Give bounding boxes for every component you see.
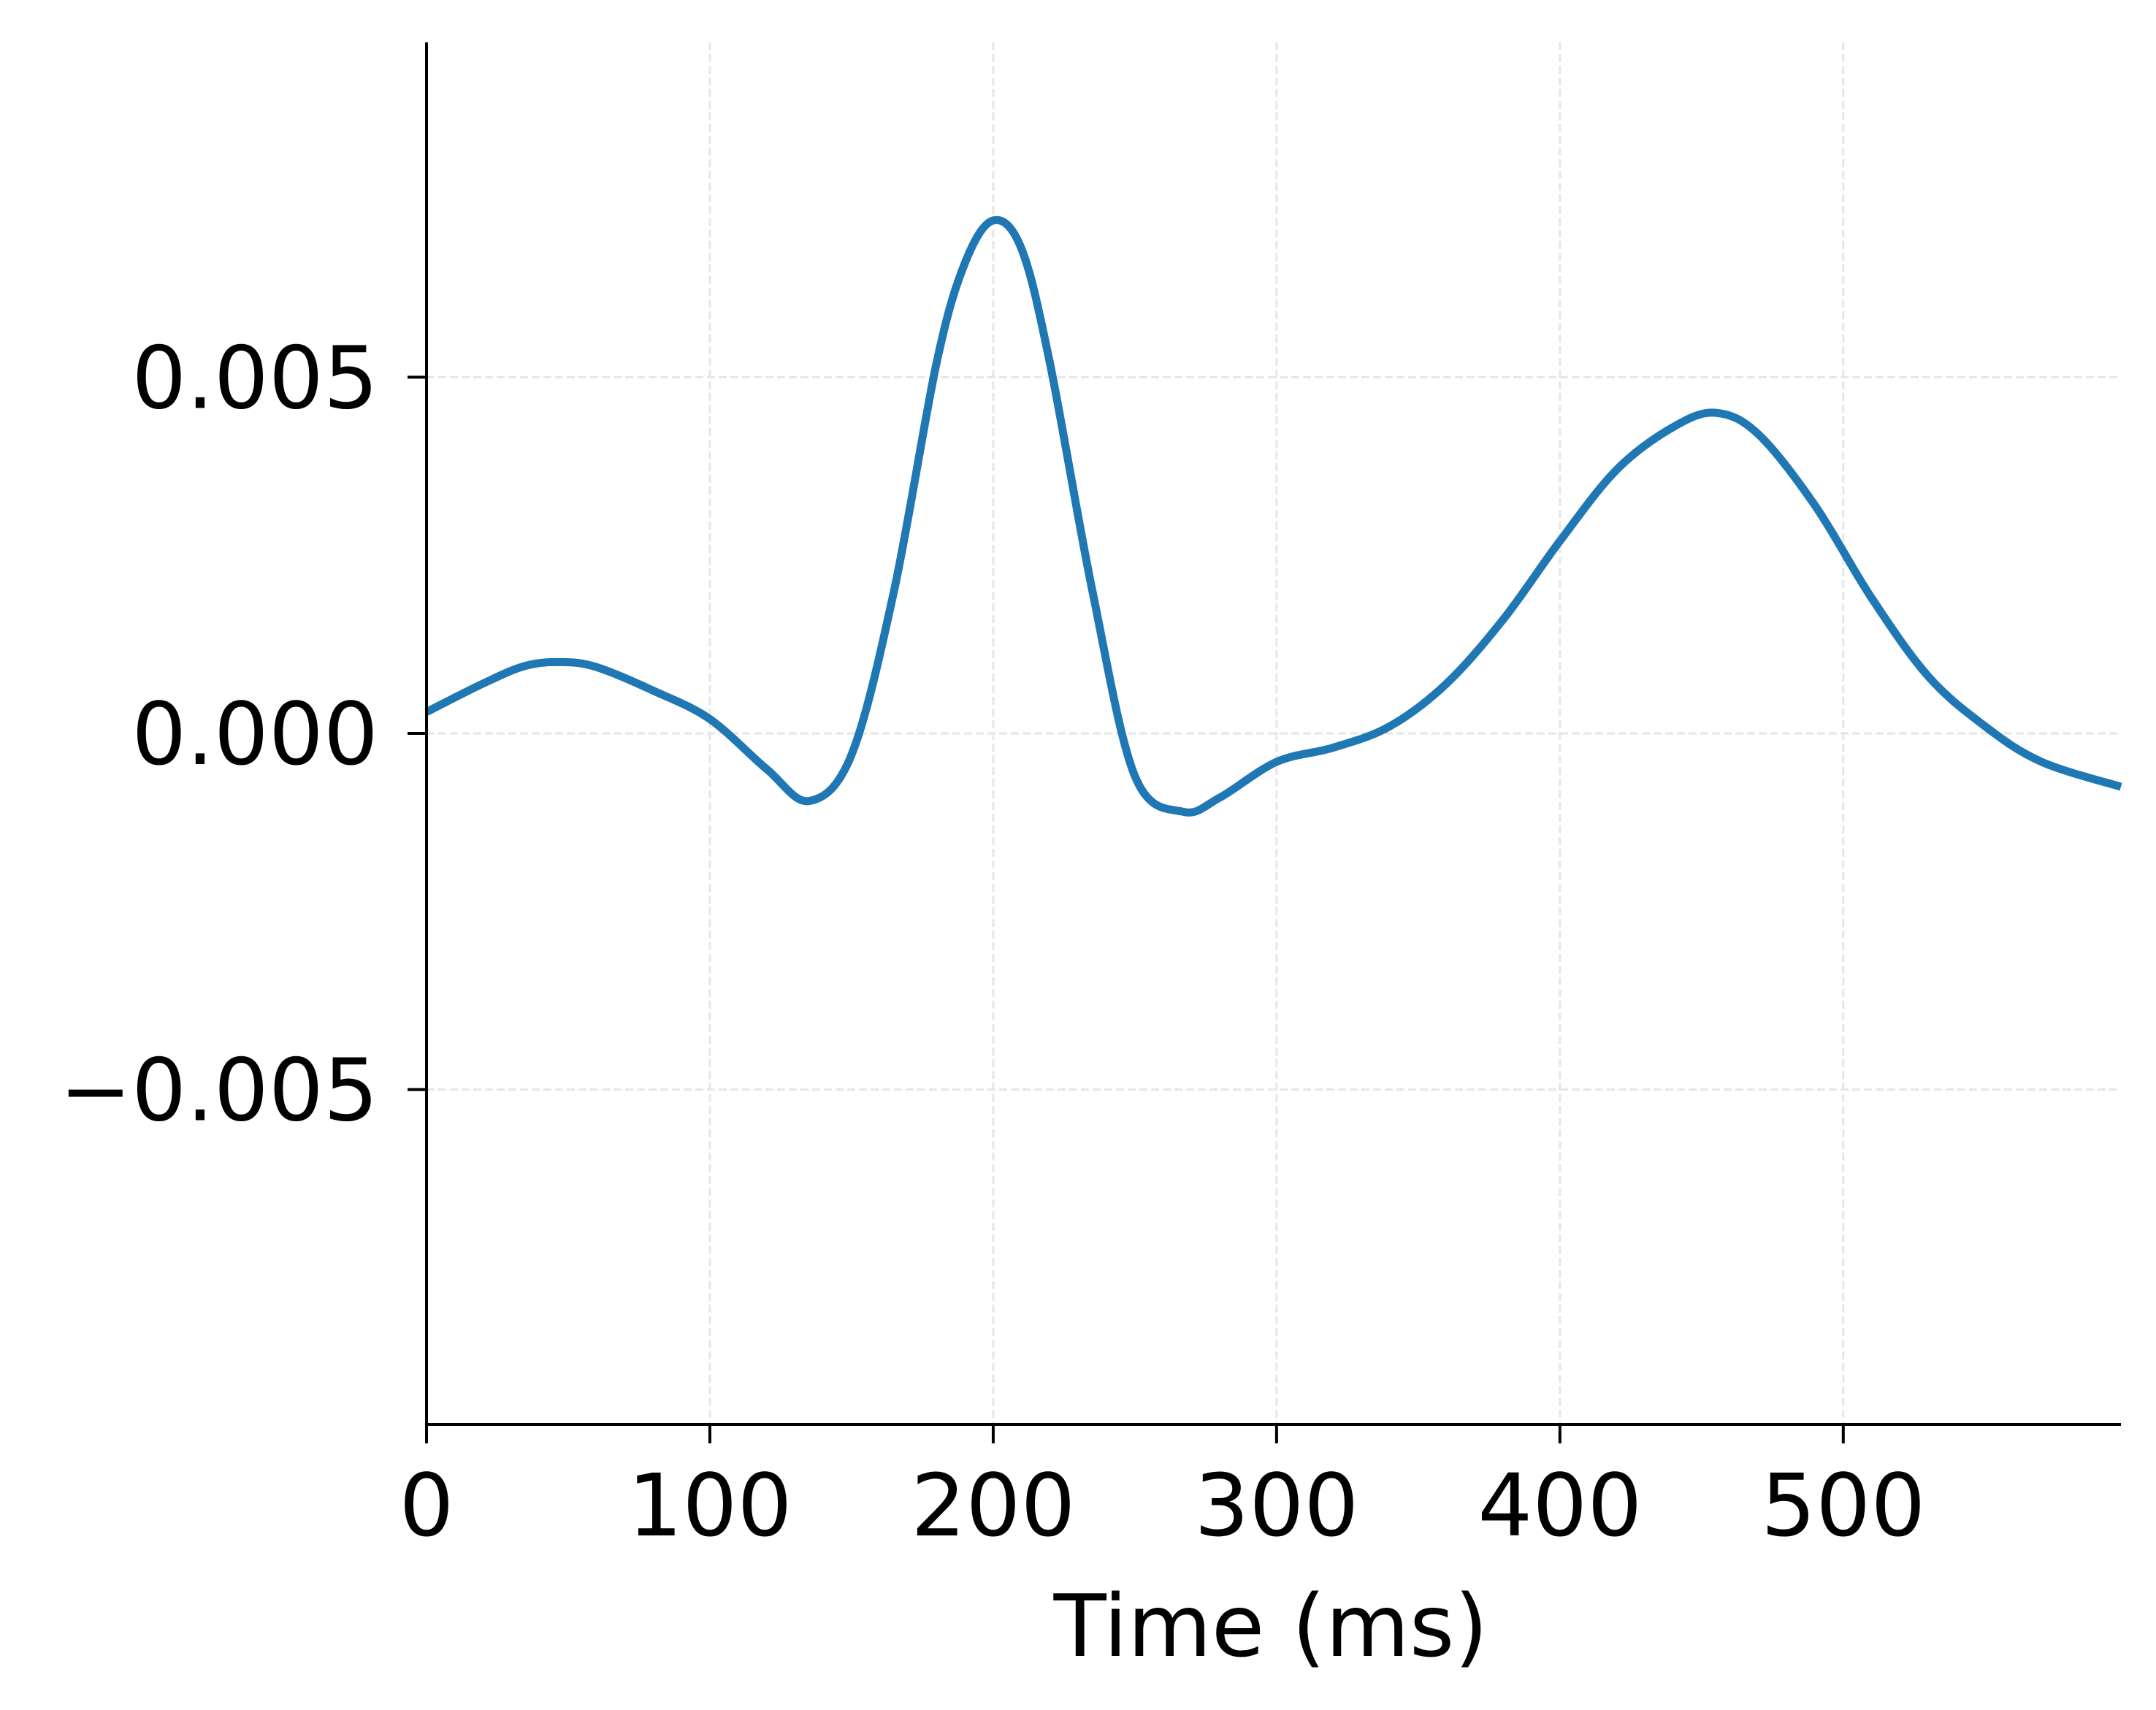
x-axis-ticks: 0 100 200 300 400 500 bbox=[399, 1424, 1925, 1556]
series-group bbox=[424, 215, 2122, 817]
x-tick-label-4: 400 bbox=[1478, 1455, 1642, 1556]
y-axis-ticks: 0.005 0.000 −0.005 bbox=[59, 327, 427, 1141]
x-tick-label-3: 300 bbox=[1194, 1455, 1358, 1556]
y-tick-label-0: 0.005 bbox=[131, 327, 378, 428]
x-tick-label-5: 500 bbox=[1761, 1455, 1925, 1556]
y-tick-label-2: −0.005 bbox=[59, 1040, 378, 1141]
grid-lines bbox=[425, 42, 2121, 1424]
x-tick-label-0: 0 bbox=[399, 1455, 454, 1556]
x-tick-label-2: 200 bbox=[911, 1455, 1075, 1556]
x-axis-label: Time (ms) bbox=[1053, 1576, 1488, 1676]
x-tick-label-1: 100 bbox=[627, 1455, 792, 1556]
y-tick-label-1: 0.000 bbox=[131, 684, 378, 785]
series-line-0 bbox=[424, 215, 2122, 817]
